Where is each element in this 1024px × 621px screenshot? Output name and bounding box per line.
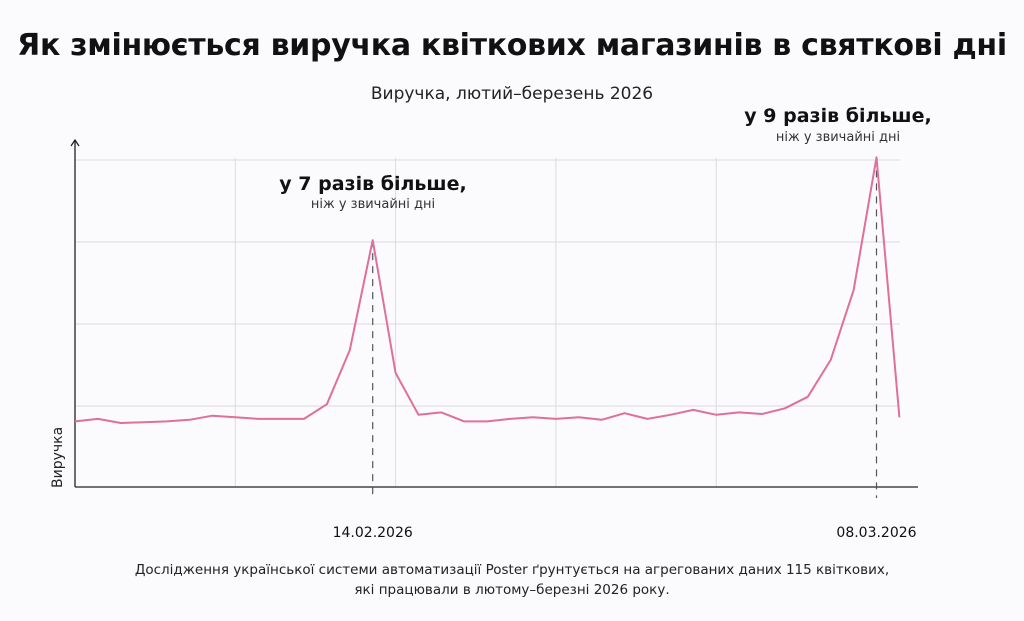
revenue-line — [74, 156, 901, 424]
gridlines — [75, 158, 900, 487]
annotations: 14.02.2026 08.03.2026 у 7 разів більше, ніж… — [279, 105, 931, 541]
axes: Виручка — [50, 138, 918, 488]
footnote-line-1: Дослідження української системи автомати… — [134, 562, 890, 578]
chart-title: Як змінюється виручка квіткових магазині… — [17, 28, 1007, 63]
annotation-headline: у 9 разів більше, — [744, 105, 931, 127]
footnote: Дослідження української системи автомати… — [0, 560, 1024, 600]
footnote-line-2: які працювали в лютому–березні 2026 року… — [354, 582, 670, 598]
x-tick-label: 14.02.2026 — [333, 525, 413, 541]
y-axis-arrow-icon — [70, 138, 80, 147]
annotation-note: ніж у звичайні дні — [776, 130, 900, 145]
y-axis-label: Виручка — [50, 427, 66, 488]
marks — [74, 156, 901, 498]
annotation-headline: у 7 разів більше, — [279, 173, 466, 195]
x-tick-label: 08.03.2026 — [836, 525, 916, 541]
annotation-note: ніж у звичайні дні — [311, 197, 435, 212]
chart-subtitle: Виручка, лютий–березень 2026 — [370, 84, 654, 104]
